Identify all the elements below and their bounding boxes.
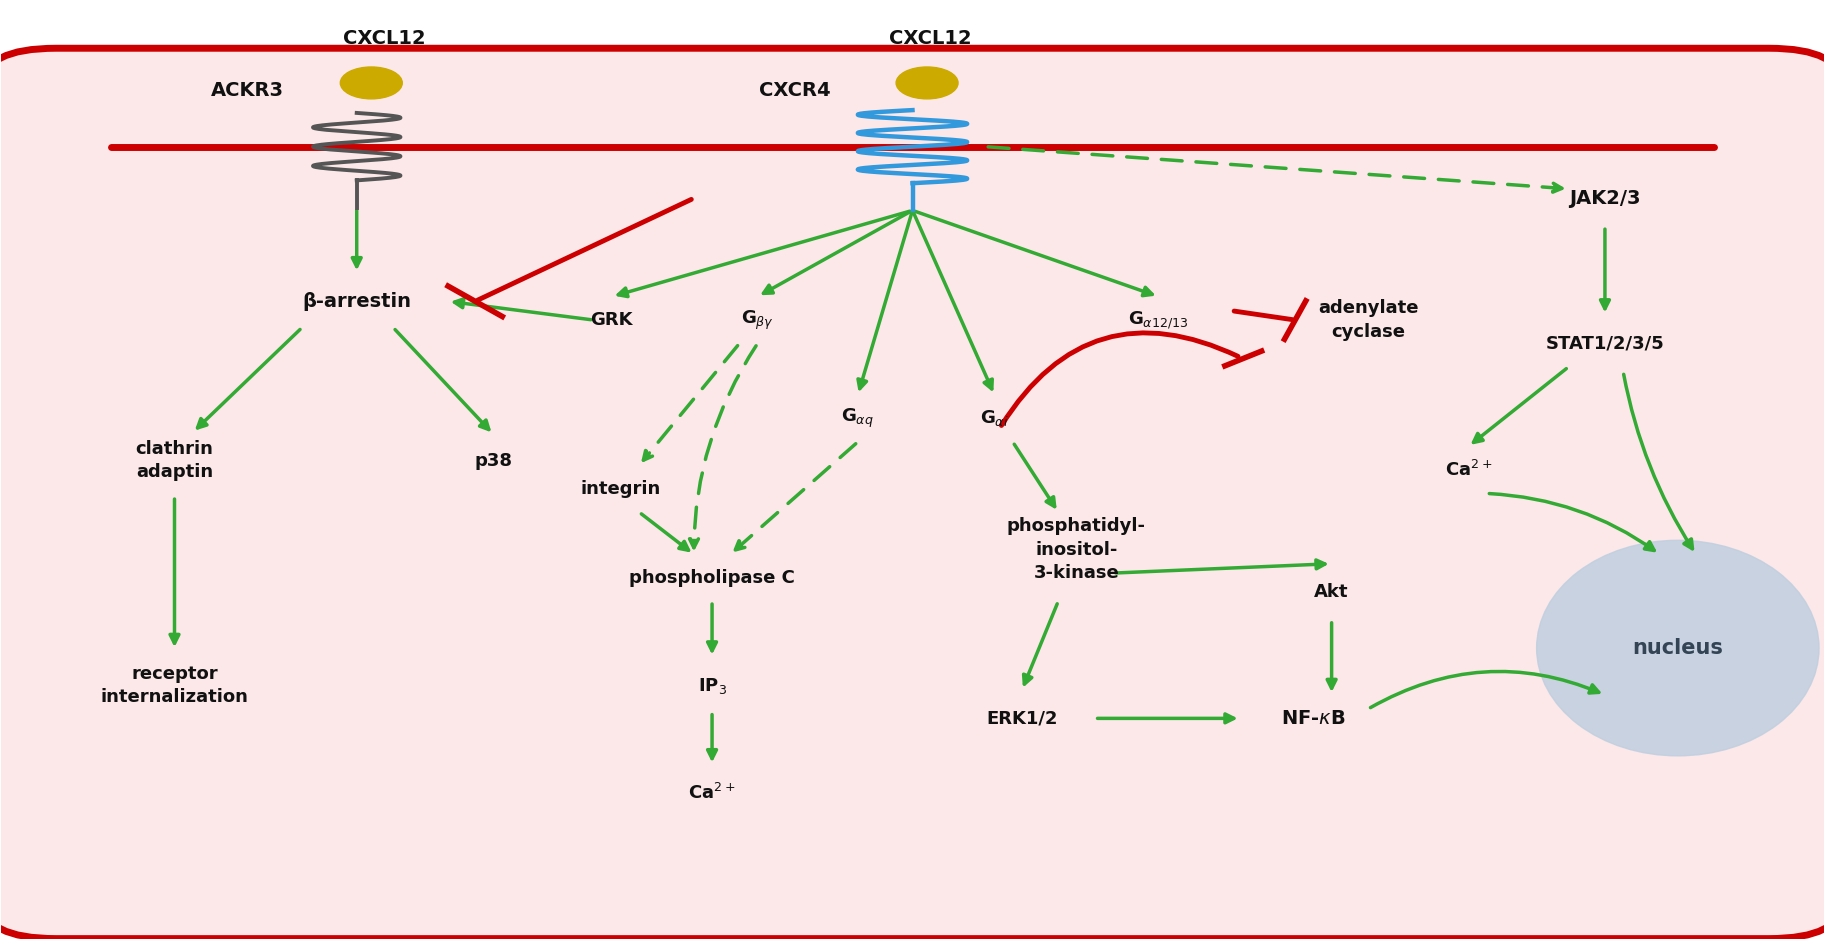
Text: p38: p38	[474, 451, 513, 470]
Text: β-arrestin: β-arrestin	[303, 291, 411, 311]
Circle shape	[339, 67, 402, 99]
Text: G$_{\alpha q}$: G$_{\alpha q}$	[841, 407, 874, 431]
Ellipse shape	[1537, 540, 1820, 756]
Text: IP$_3$: IP$_3$	[697, 676, 726, 696]
FancyBboxPatch shape	[0, 48, 1825, 939]
Text: STAT1/2/3/5: STAT1/2/3/5	[1546, 335, 1664, 352]
Text: CXCR4: CXCR4	[759, 81, 830, 100]
Text: phosphatidyl-
inositol-
3-kinase: phosphatidyl- inositol- 3-kinase	[1007, 517, 1146, 582]
Text: GRK: GRK	[591, 311, 633, 329]
Text: receptor
internalization: receptor internalization	[100, 665, 248, 706]
Text: G$_{\alpha 12/13}$: G$_{\alpha 12/13}$	[1128, 309, 1188, 331]
Text: CXCL12: CXCL12	[889, 29, 973, 48]
Text: adenylate
cyclase: adenylate cyclase	[1318, 299, 1418, 341]
Text: ACKR3: ACKR3	[212, 81, 285, 100]
Text: JAK2/3: JAK2/3	[1570, 189, 1641, 208]
Text: G$_{\alpha i}$: G$_{\alpha i}$	[980, 409, 1009, 429]
Text: NF-$\kappa$B: NF-$\kappa$B	[1281, 709, 1345, 728]
Text: integrin: integrin	[580, 479, 661, 498]
Text: ERK1/2: ERK1/2	[986, 710, 1057, 728]
Circle shape	[896, 67, 958, 99]
Text: nucleus: nucleus	[1632, 638, 1723, 658]
Text: phospholipase C: phospholipase C	[630, 569, 796, 587]
Text: Akt: Akt	[1314, 583, 1349, 601]
Text: CXCL12: CXCL12	[343, 29, 425, 48]
Text: clathrin
adaptin: clathrin adaptin	[135, 440, 214, 481]
Text: Ca$^{2+}$: Ca$^{2+}$	[1445, 460, 1491, 480]
Text: Ca$^{2+}$: Ca$^{2+}$	[688, 783, 735, 804]
Text: G$_{\beta\gamma}$: G$_{\beta\gamma}$	[741, 308, 774, 332]
